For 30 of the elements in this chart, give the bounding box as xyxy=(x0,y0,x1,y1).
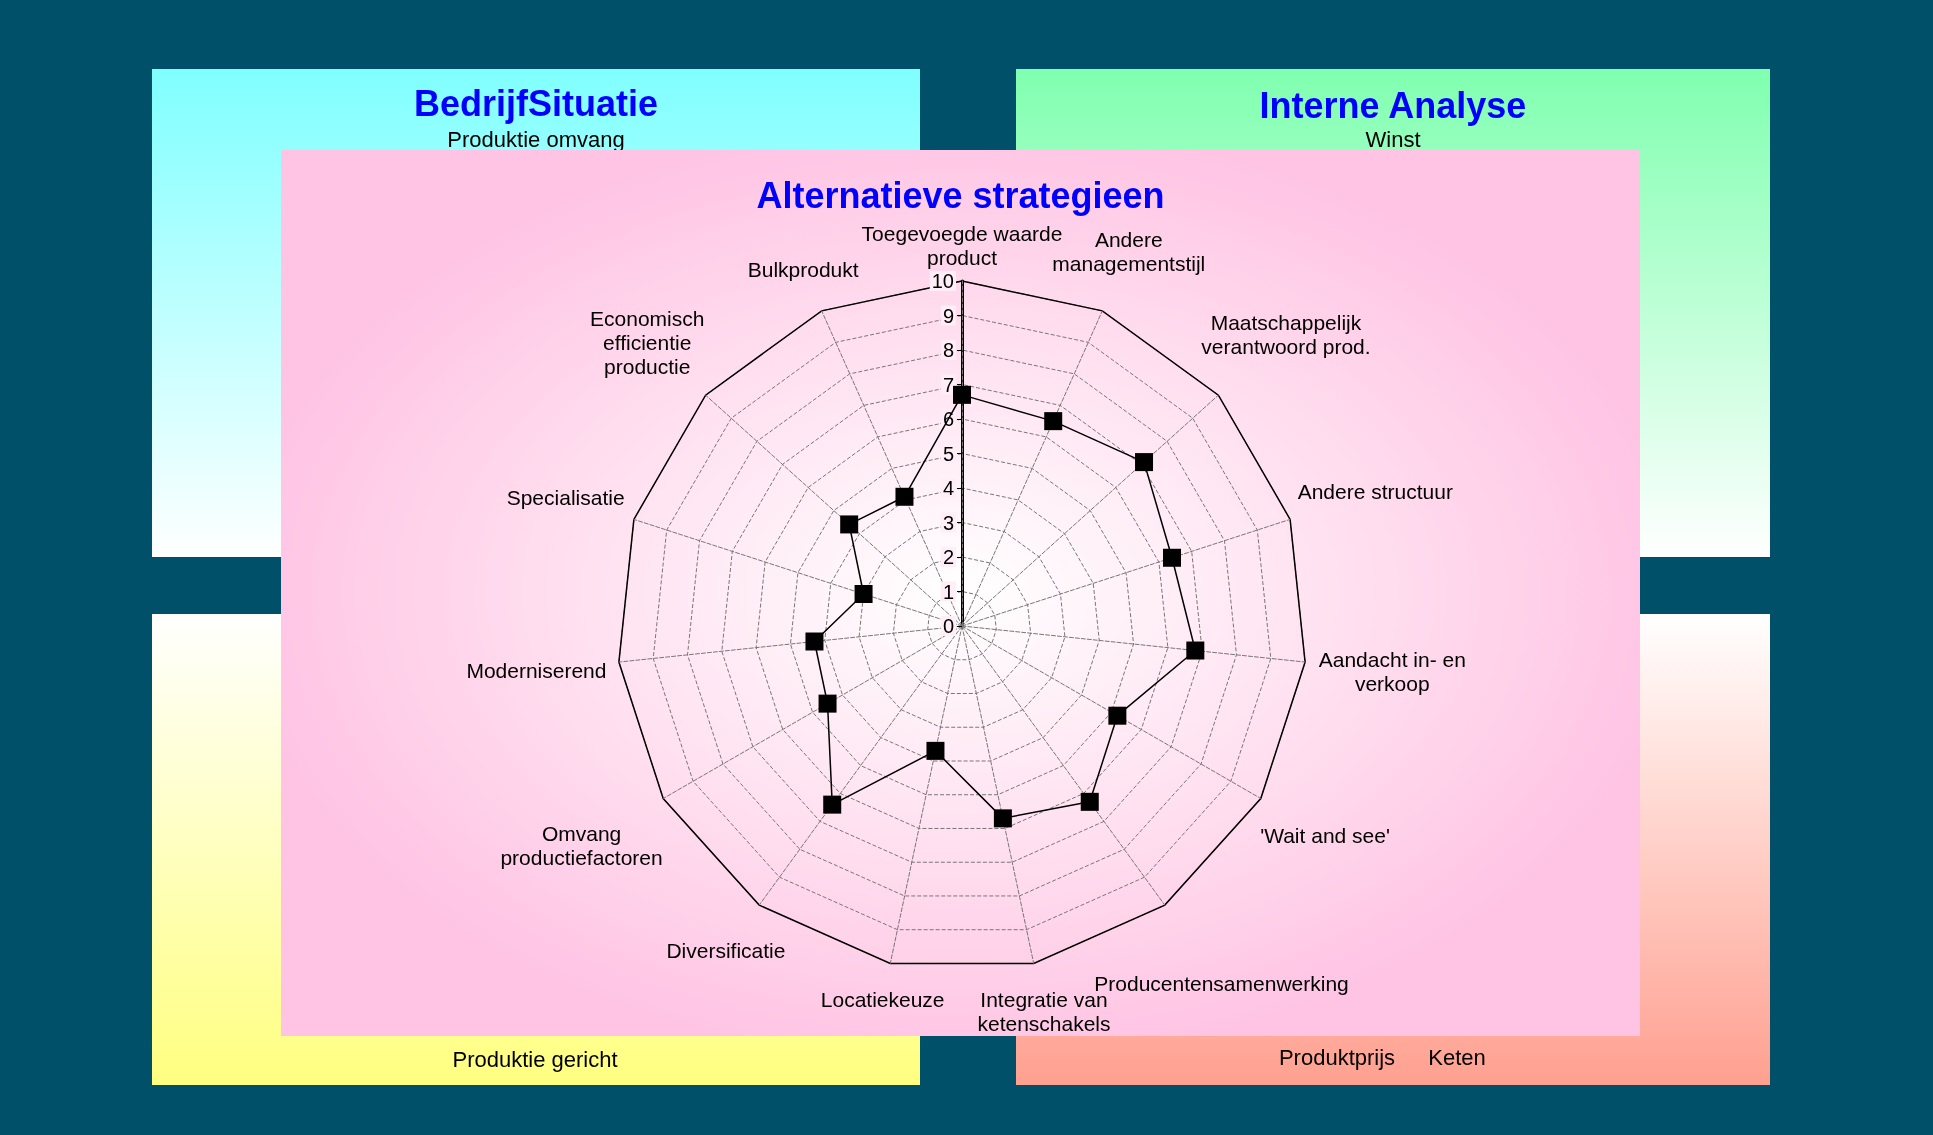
y-tick-label: 1 xyxy=(942,580,954,603)
spoke-label: Andere structuur xyxy=(1297,480,1453,504)
text: Interne Analyse xyxy=(1258,85,1528,127)
spoke-label: Bulkprodukt xyxy=(747,257,859,281)
text: Produktie gericht xyxy=(452,1047,618,1073)
text: BedrijfSituatie xyxy=(412,83,659,125)
y-tick-label: 5 xyxy=(942,442,954,465)
y-tick-label: 4 xyxy=(942,477,954,499)
text: Produktie omvang xyxy=(447,127,625,153)
spoke-label: Maatschappelijk verantwoord prod. xyxy=(1201,310,1371,358)
chart-title: Alternatieve strategieen xyxy=(756,174,1165,216)
y-tick-label: 8 xyxy=(942,339,954,361)
y-tick-label: 2 xyxy=(942,546,954,568)
spoke-label: Economisch efficientie productie xyxy=(590,307,705,379)
y-tick-label: 0 xyxy=(942,615,954,637)
spoke-label: Omvang productiefactoren xyxy=(500,822,663,870)
spoke-label: Locatiekeuze xyxy=(820,987,945,1011)
spoke-label: Specialisatie xyxy=(506,485,625,509)
spoke-label: Diversificatie xyxy=(666,939,786,963)
y-tick-label: 9 xyxy=(942,304,954,327)
spoke-label: Producentensamenwerking xyxy=(1094,971,1349,995)
text: Keten xyxy=(1428,1045,1486,1071)
spoke-label: Moderniserend xyxy=(466,659,607,683)
spoke-label: 'Wait and see' xyxy=(1260,824,1390,848)
y-tick-label: 3 xyxy=(942,511,954,534)
spoke-label: Aandacht in- en verkoop xyxy=(1318,647,1466,695)
y-tick-label: 7 xyxy=(942,373,954,396)
y-tick-label: 10 xyxy=(931,270,954,292)
text: Winst xyxy=(1365,127,1421,153)
text: Produktprijs xyxy=(1278,1045,1396,1071)
